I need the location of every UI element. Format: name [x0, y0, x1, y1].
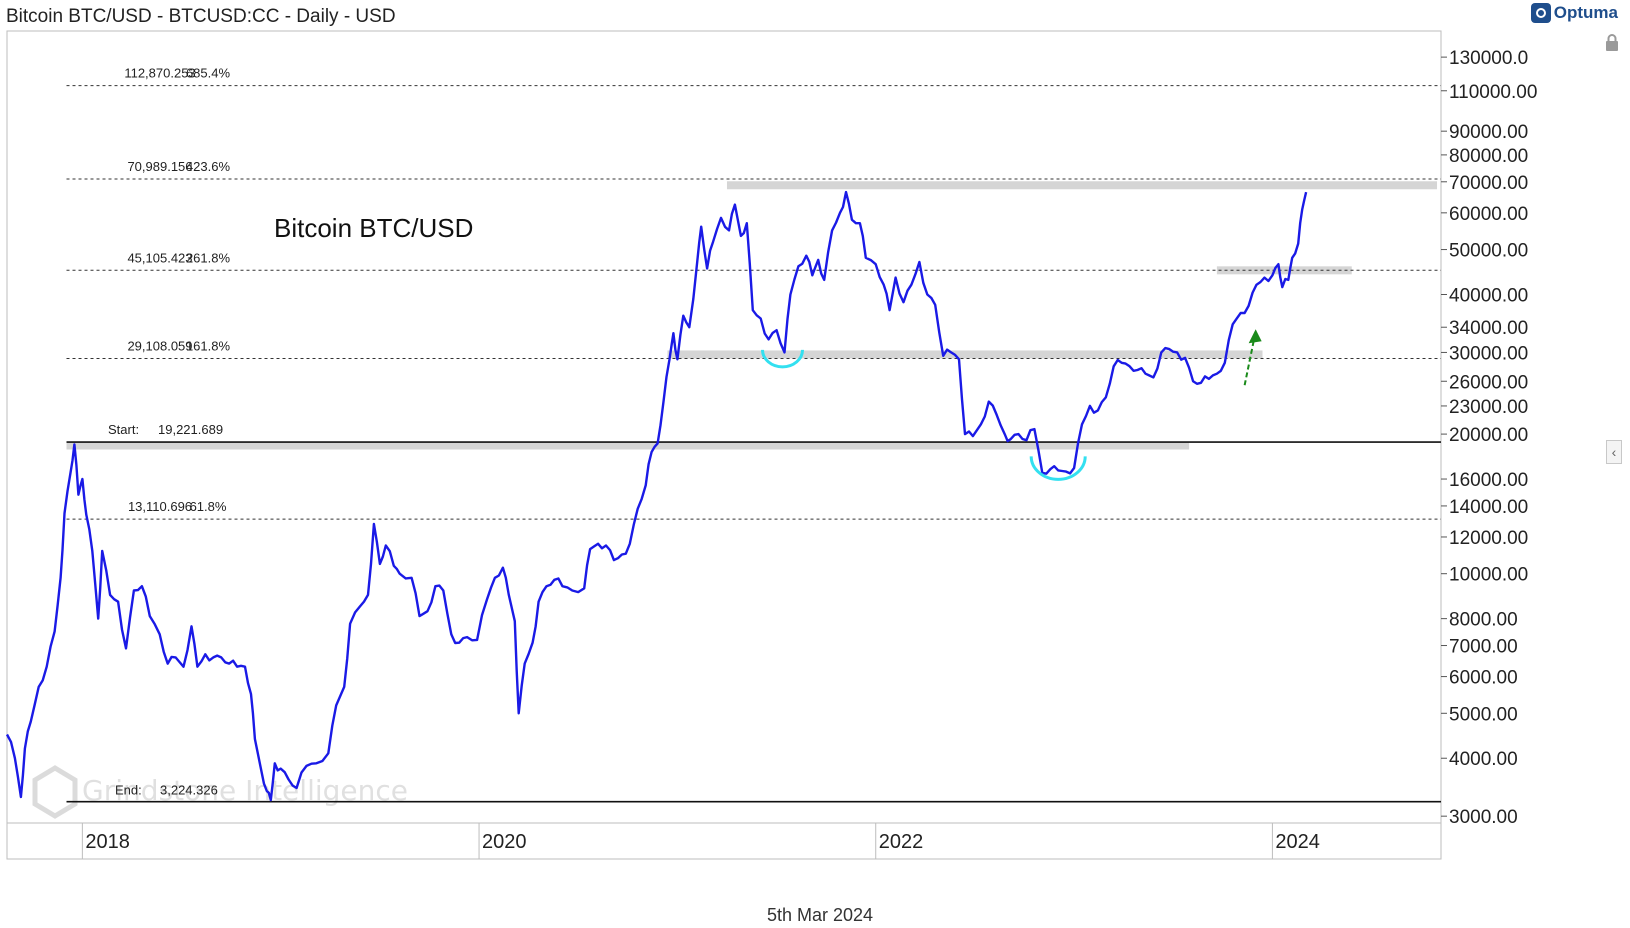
- fib-level-price: 13,110.696: [128, 499, 192, 514]
- y-tick-label: 16000.00: [1449, 470, 1528, 491]
- fib-level-price: 45,105.423: [127, 250, 192, 265]
- x-axis: 2018 2020 2022 2024: [81, 823, 1320, 859]
- fib-level-percent: 161.8%: [186, 339, 231, 354]
- chart-title: Bitcoin BTC/USD: [274, 213, 473, 243]
- y-tick-label: 110000.00: [1449, 82, 1537, 103]
- footer-date: 5th Mar 2024: [766, 905, 874, 925]
- fib-level-price: 70,989.156: [127, 159, 192, 174]
- y-tick-label: 5000.00: [1449, 704, 1518, 725]
- end-level-price: 3,224.326: [160, 783, 218, 798]
- fib-level-price: 112,870.253: [124, 66, 195, 81]
- y-tick-label: 40000.00: [1449, 285, 1528, 306]
- y-tick-label: 70000.00: [1449, 173, 1528, 194]
- y-tick-label: 12000.00: [1449, 528, 1528, 549]
- optuma-brand-name: Optuma: [1553, 3, 1618, 22]
- y-tick-label: 34000.00: [1449, 318, 1528, 339]
- support-arc: [1029, 456, 1087, 481]
- fib-level-percent: 685.4%: [186, 66, 231, 81]
- plot-area[interactable]: [6, 30, 1442, 824]
- fib-level-percent: 423.6%: [186, 159, 231, 174]
- resistance-zone: [66, 441, 1190, 450]
- x-tick-label: 2018: [85, 831, 130, 853]
- y-tick-label: 14000.00: [1449, 497, 1528, 518]
- lock-icon[interactable]: [1605, 34, 1619, 52]
- fib-level-percent: 61.8%: [190, 499, 227, 514]
- resistance-zones: [66, 181, 1438, 450]
- x-axis-band[interactable]: [6, 822, 1442, 860]
- y-tick-label: 23000.00: [1449, 397, 1528, 418]
- x-tick-label: 2022: [879, 831, 924, 853]
- chart-header-title: Bitcoin BTC/USD - BTCUSD:CC - Daily - US…: [6, 6, 396, 27]
- y-tick-label: 130000.0: [1449, 48, 1528, 69]
- end-level-label: End:: [115, 783, 142, 798]
- resistance-zone: [667, 350, 1263, 359]
- y-tick-label: 6000.00: [1449, 668, 1518, 689]
- chart-annotations: [761, 329, 1262, 481]
- price-series: [5, 190, 1308, 802]
- y-tick-label: 8000.00: [1449, 610, 1518, 631]
- y-tick-label: 10000.00: [1449, 565, 1528, 586]
- btc-price-line: [5, 190, 1308, 802]
- y-axis: 130000.0 110000.00 90000.00 80000.00 70000.0…: [1441, 48, 1537, 828]
- y-tick-label: 20000.00: [1449, 425, 1528, 446]
- hexagon-icon: [32, 765, 78, 819]
- breakout-arrow-head: [1248, 329, 1262, 344]
- y-tick-label: 3000.00: [1449, 807, 1518, 828]
- x-tick-label: 2020: [482, 831, 527, 853]
- y-tick-label: 50000.00: [1449, 241, 1528, 262]
- x-tick-label: 2024: [1275, 831, 1320, 853]
- y-tick-label: 4000.00: [1449, 749, 1518, 770]
- start-level-label: Start:: [108, 422, 139, 437]
- y-tick-label: 7000.00: [1449, 637, 1518, 658]
- optuma-logo-icon: [1530, 3, 1551, 23]
- optuma-brand: Optuma: [1530, 3, 1618, 23]
- resistance-zone: [1216, 266, 1352, 275]
- resistance-zone: [726, 181, 1438, 190]
- support-arc: [761, 349, 805, 369]
- y-tick-label: 30000.00: [1449, 343, 1528, 364]
- fib-level-percent: 261.8%: [186, 250, 231, 265]
- start-level-price: 19,221.689: [158, 422, 223, 437]
- y-tick-label: 80000.00: [1449, 146, 1528, 167]
- y-tick-label: 60000.00: [1449, 204, 1528, 225]
- fib-level-price: 29,108.059: [127, 339, 192, 354]
- y-tick-label: 90000.00: [1449, 122, 1528, 143]
- collapse-panel-button[interactable]: ‹: [1606, 440, 1622, 464]
- y-tick-label: 26000.00: [1449, 372, 1528, 393]
